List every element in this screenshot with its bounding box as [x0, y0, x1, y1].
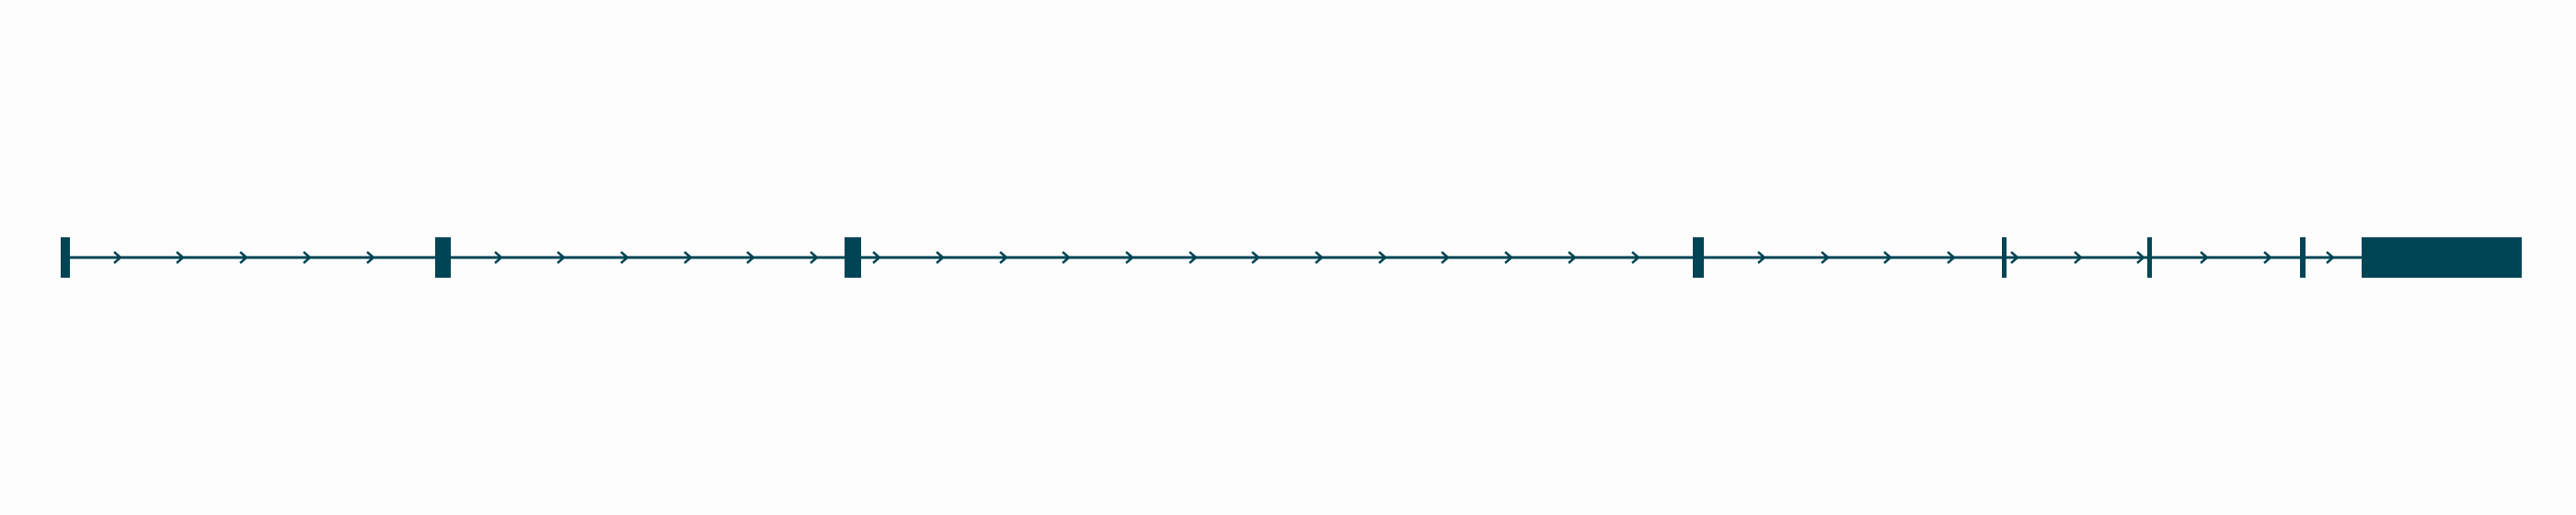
strand-arrow-icon [1883, 251, 1892, 264]
strand-arrow-icon [2010, 251, 2019, 264]
strand-arrow-layer [113, 251, 2335, 264]
strand-arrow-icon [2326, 251, 2335, 264]
strand-arrow-icon [810, 251, 819, 264]
exon-5-box [2002, 237, 2007, 278]
strand-arrow-icon [2074, 251, 2083, 264]
exon-layer [61, 237, 2522, 278]
exon-1-box [61, 237, 70, 278]
strand-arrow-icon [1631, 251, 1640, 264]
exon-8-box [2362, 237, 2522, 278]
strand-arrow-icon [494, 251, 503, 264]
strand-arrow-icon [999, 251, 1008, 264]
strand-arrow-icon [1189, 251, 1198, 264]
strand-arrow-icon [1757, 251, 1766, 264]
strand-arrow-icon [936, 251, 945, 264]
strand-arrow-icon [872, 251, 881, 264]
strand-arrow-icon [1504, 251, 1513, 264]
strand-arrow-icon [303, 251, 312, 264]
exon-2-box [435, 237, 451, 278]
exon-4-box [1693, 237, 1704, 278]
strand-arrow-icon [2136, 251, 2145, 264]
strand-arrow-icon [1062, 251, 1071, 264]
strand-arrow-icon [1125, 251, 1134, 264]
strand-arrow-icon [239, 251, 248, 264]
exon-3-box [845, 237, 861, 278]
strand-arrow-icon [1378, 251, 1387, 264]
strand-arrow-icon [2200, 251, 2209, 264]
strand-arrow-icon [1441, 251, 1450, 264]
strand-arrow-icon [2263, 251, 2272, 264]
strand-arrow-icon [1251, 251, 1260, 264]
strand-arrow-icon [176, 251, 185, 264]
strand-arrow-icon [1315, 251, 1324, 264]
strand-arrow-icon [1568, 251, 1577, 264]
strand-arrow-icon [1947, 251, 1956, 264]
strand-arrow-icon [620, 251, 629, 264]
strand-arrow-icon [746, 251, 755, 264]
exon-6-box [2147, 237, 2152, 278]
strand-arrow-icon [557, 251, 566, 264]
strand-arrow-icon [366, 251, 375, 264]
strand-arrow-icon [1821, 251, 1830, 264]
strand-arrow-icon [684, 251, 693, 264]
strand-arrow-icon [113, 251, 122, 264]
exon-7-box [2300, 237, 2306, 278]
